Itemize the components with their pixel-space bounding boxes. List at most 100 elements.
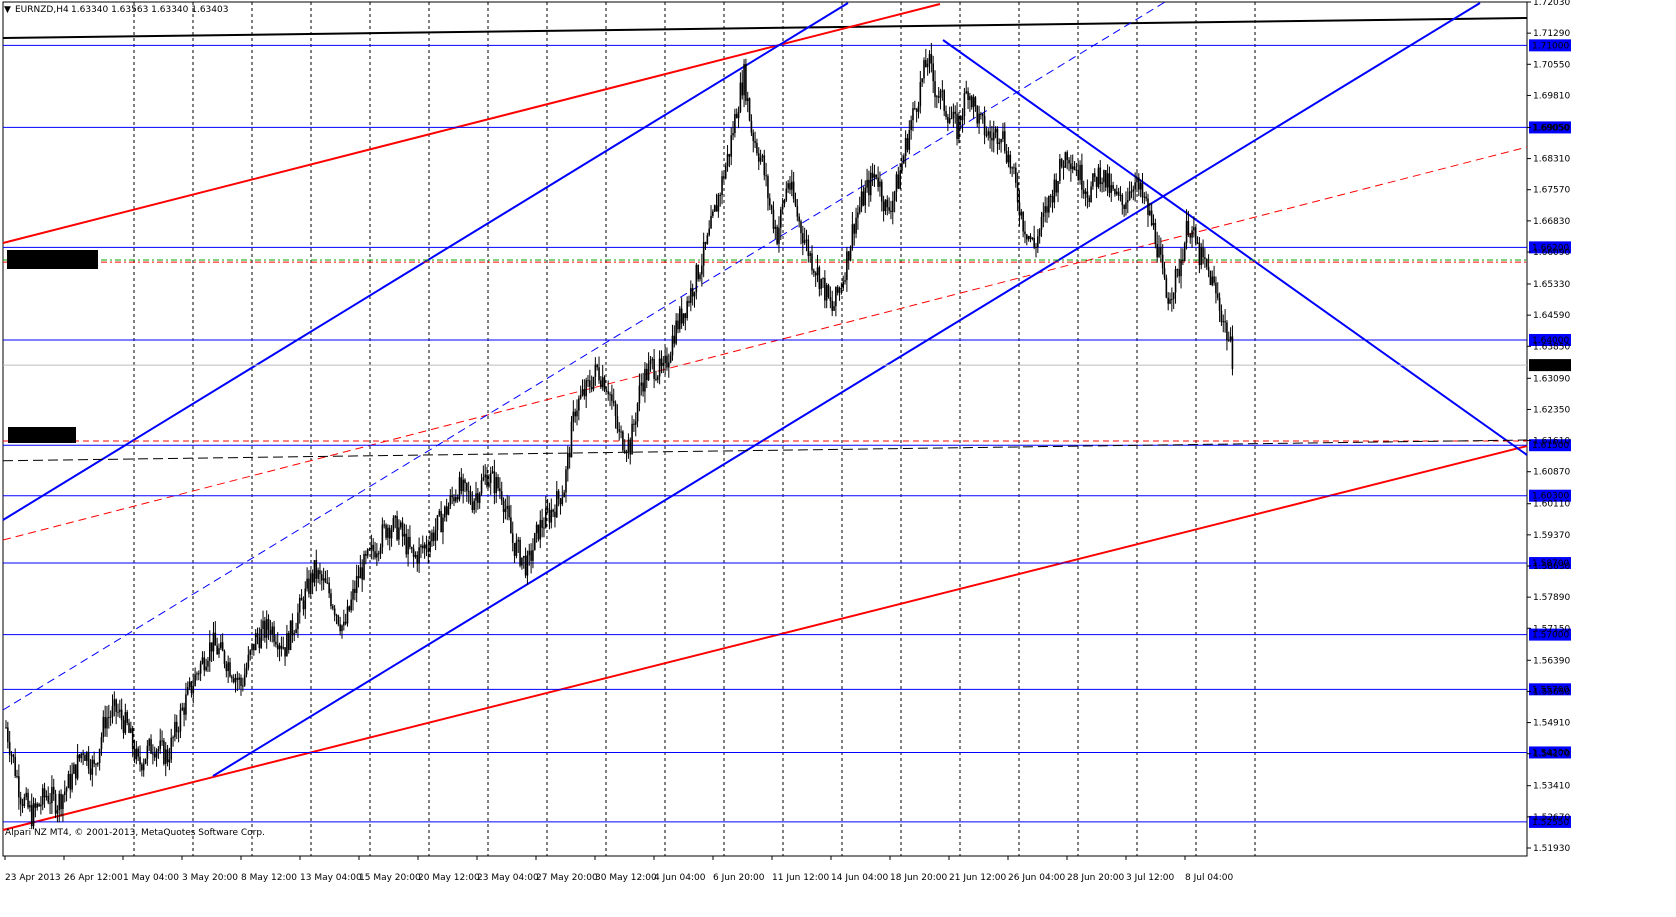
candle-body bbox=[423, 544, 426, 549]
candle-body bbox=[1000, 138, 1002, 143]
candle-body bbox=[526, 555, 529, 576]
candle-body bbox=[1084, 191, 1087, 194]
candle-body bbox=[972, 97, 975, 108]
candle-body bbox=[111, 705, 114, 717]
y-tick-label: 1.54910 bbox=[1533, 719, 1570, 729]
candle-body bbox=[662, 362, 665, 366]
candle-body bbox=[175, 721, 178, 732]
candle-body bbox=[517, 539, 520, 542]
candle-body bbox=[1220, 310, 1223, 323]
candle-body bbox=[196, 673, 198, 675]
x-tick-label: 8 Jul 04:00 bbox=[1185, 873, 1234, 883]
level-tag-text: 1.60300 bbox=[1532, 492, 1569, 502]
candle-body bbox=[227, 662, 229, 672]
candle-body bbox=[1112, 185, 1114, 189]
candle-body bbox=[339, 624, 341, 632]
candle-body bbox=[1081, 164, 1083, 190]
candle-body bbox=[890, 210, 892, 213]
candle-body bbox=[671, 335, 674, 356]
candle-body bbox=[739, 82, 742, 112]
candle-body bbox=[908, 130, 911, 150]
candle-body bbox=[269, 629, 272, 635]
candle-body bbox=[925, 60, 927, 68]
candle-body bbox=[809, 253, 811, 256]
candle-body bbox=[1073, 166, 1076, 171]
candle-body bbox=[537, 524, 540, 540]
candle-body bbox=[45, 795, 48, 798]
candle-body bbox=[399, 522, 402, 528]
candle-body bbox=[563, 492, 565, 498]
candle-body bbox=[73, 764, 75, 774]
level-tag-text: 1.54200 bbox=[1532, 748, 1569, 758]
candle-body bbox=[142, 763, 145, 771]
candle-body bbox=[1165, 277, 1168, 298]
candle-body bbox=[980, 113, 982, 115]
candle-body bbox=[1086, 191, 1089, 198]
candle-body bbox=[276, 644, 279, 650]
candle-body bbox=[974, 97, 977, 107]
candle-body bbox=[157, 748, 160, 752]
candle-body bbox=[322, 578, 325, 581]
candle-body bbox=[16, 775, 18, 777]
candle-body bbox=[58, 793, 61, 811]
candle-body bbox=[133, 748, 136, 760]
x-tick-label: 18 Jun 20:00 bbox=[890, 873, 947, 883]
candle-body bbox=[554, 511, 556, 518]
candle-body bbox=[302, 600, 305, 610]
candle-body bbox=[203, 657, 206, 671]
candle-body bbox=[1160, 247, 1162, 255]
candle-body bbox=[598, 367, 600, 381]
candle-body bbox=[139, 756, 141, 765]
candle-body bbox=[19, 797, 22, 805]
candle-body bbox=[609, 394, 611, 396]
y-tick-label: 1.70550 bbox=[1533, 60, 1570, 70]
candle-body bbox=[647, 363, 650, 381]
y-tick-label: 1.63090 bbox=[1533, 374, 1570, 384]
candle-body bbox=[1224, 321, 1226, 323]
candle-body bbox=[1101, 182, 1103, 185]
candle-body bbox=[212, 632, 215, 652]
candle-body bbox=[726, 154, 729, 167]
candle-body bbox=[781, 203, 784, 210]
candle-body bbox=[1071, 166, 1074, 170]
candle-body bbox=[704, 242, 707, 244]
candle-body bbox=[622, 431, 624, 451]
candle-body bbox=[153, 753, 156, 758]
candle-body bbox=[335, 615, 338, 617]
candle-body bbox=[1207, 266, 1210, 271]
candle-body bbox=[170, 737, 173, 760]
candle-body bbox=[532, 550, 534, 561]
candle-body bbox=[579, 394, 582, 399]
candle-body bbox=[981, 113, 984, 116]
candle-body bbox=[185, 694, 187, 715]
candle-body bbox=[636, 403, 639, 422]
candle-body bbox=[1143, 196, 1146, 198]
candle-body bbox=[500, 491, 503, 501]
candle-body bbox=[1011, 167, 1013, 169]
candle-body bbox=[38, 803, 40, 807]
blue-lower-channel bbox=[212, 2, 1481, 777]
x-tick-label: 28 Jun 20:00 bbox=[1067, 873, 1124, 883]
candle-body bbox=[286, 633, 288, 657]
candle-body bbox=[1189, 234, 1192, 238]
plot-frame bbox=[2, 1, 1528, 857]
candle-body bbox=[300, 598, 303, 601]
candle-body bbox=[264, 620, 266, 638]
candle-body bbox=[1149, 210, 1151, 215]
candle-body bbox=[1031, 237, 1034, 239]
candle-body bbox=[168, 759, 171, 763]
candle-body bbox=[730, 135, 733, 157]
candle-body bbox=[958, 115, 960, 140]
candle-body bbox=[396, 516, 398, 540]
candle-body bbox=[919, 81, 922, 107]
candle-body bbox=[1092, 173, 1094, 187]
candle-body bbox=[710, 215, 712, 229]
candle-body bbox=[983, 115, 986, 136]
candle-body bbox=[640, 382, 643, 386]
candle-body bbox=[987, 131, 990, 136]
candle-body bbox=[721, 176, 723, 195]
candle-body bbox=[679, 308, 681, 330]
candle-body bbox=[80, 753, 83, 759]
candle-body bbox=[218, 648, 220, 655]
candle-body bbox=[952, 111, 955, 119]
